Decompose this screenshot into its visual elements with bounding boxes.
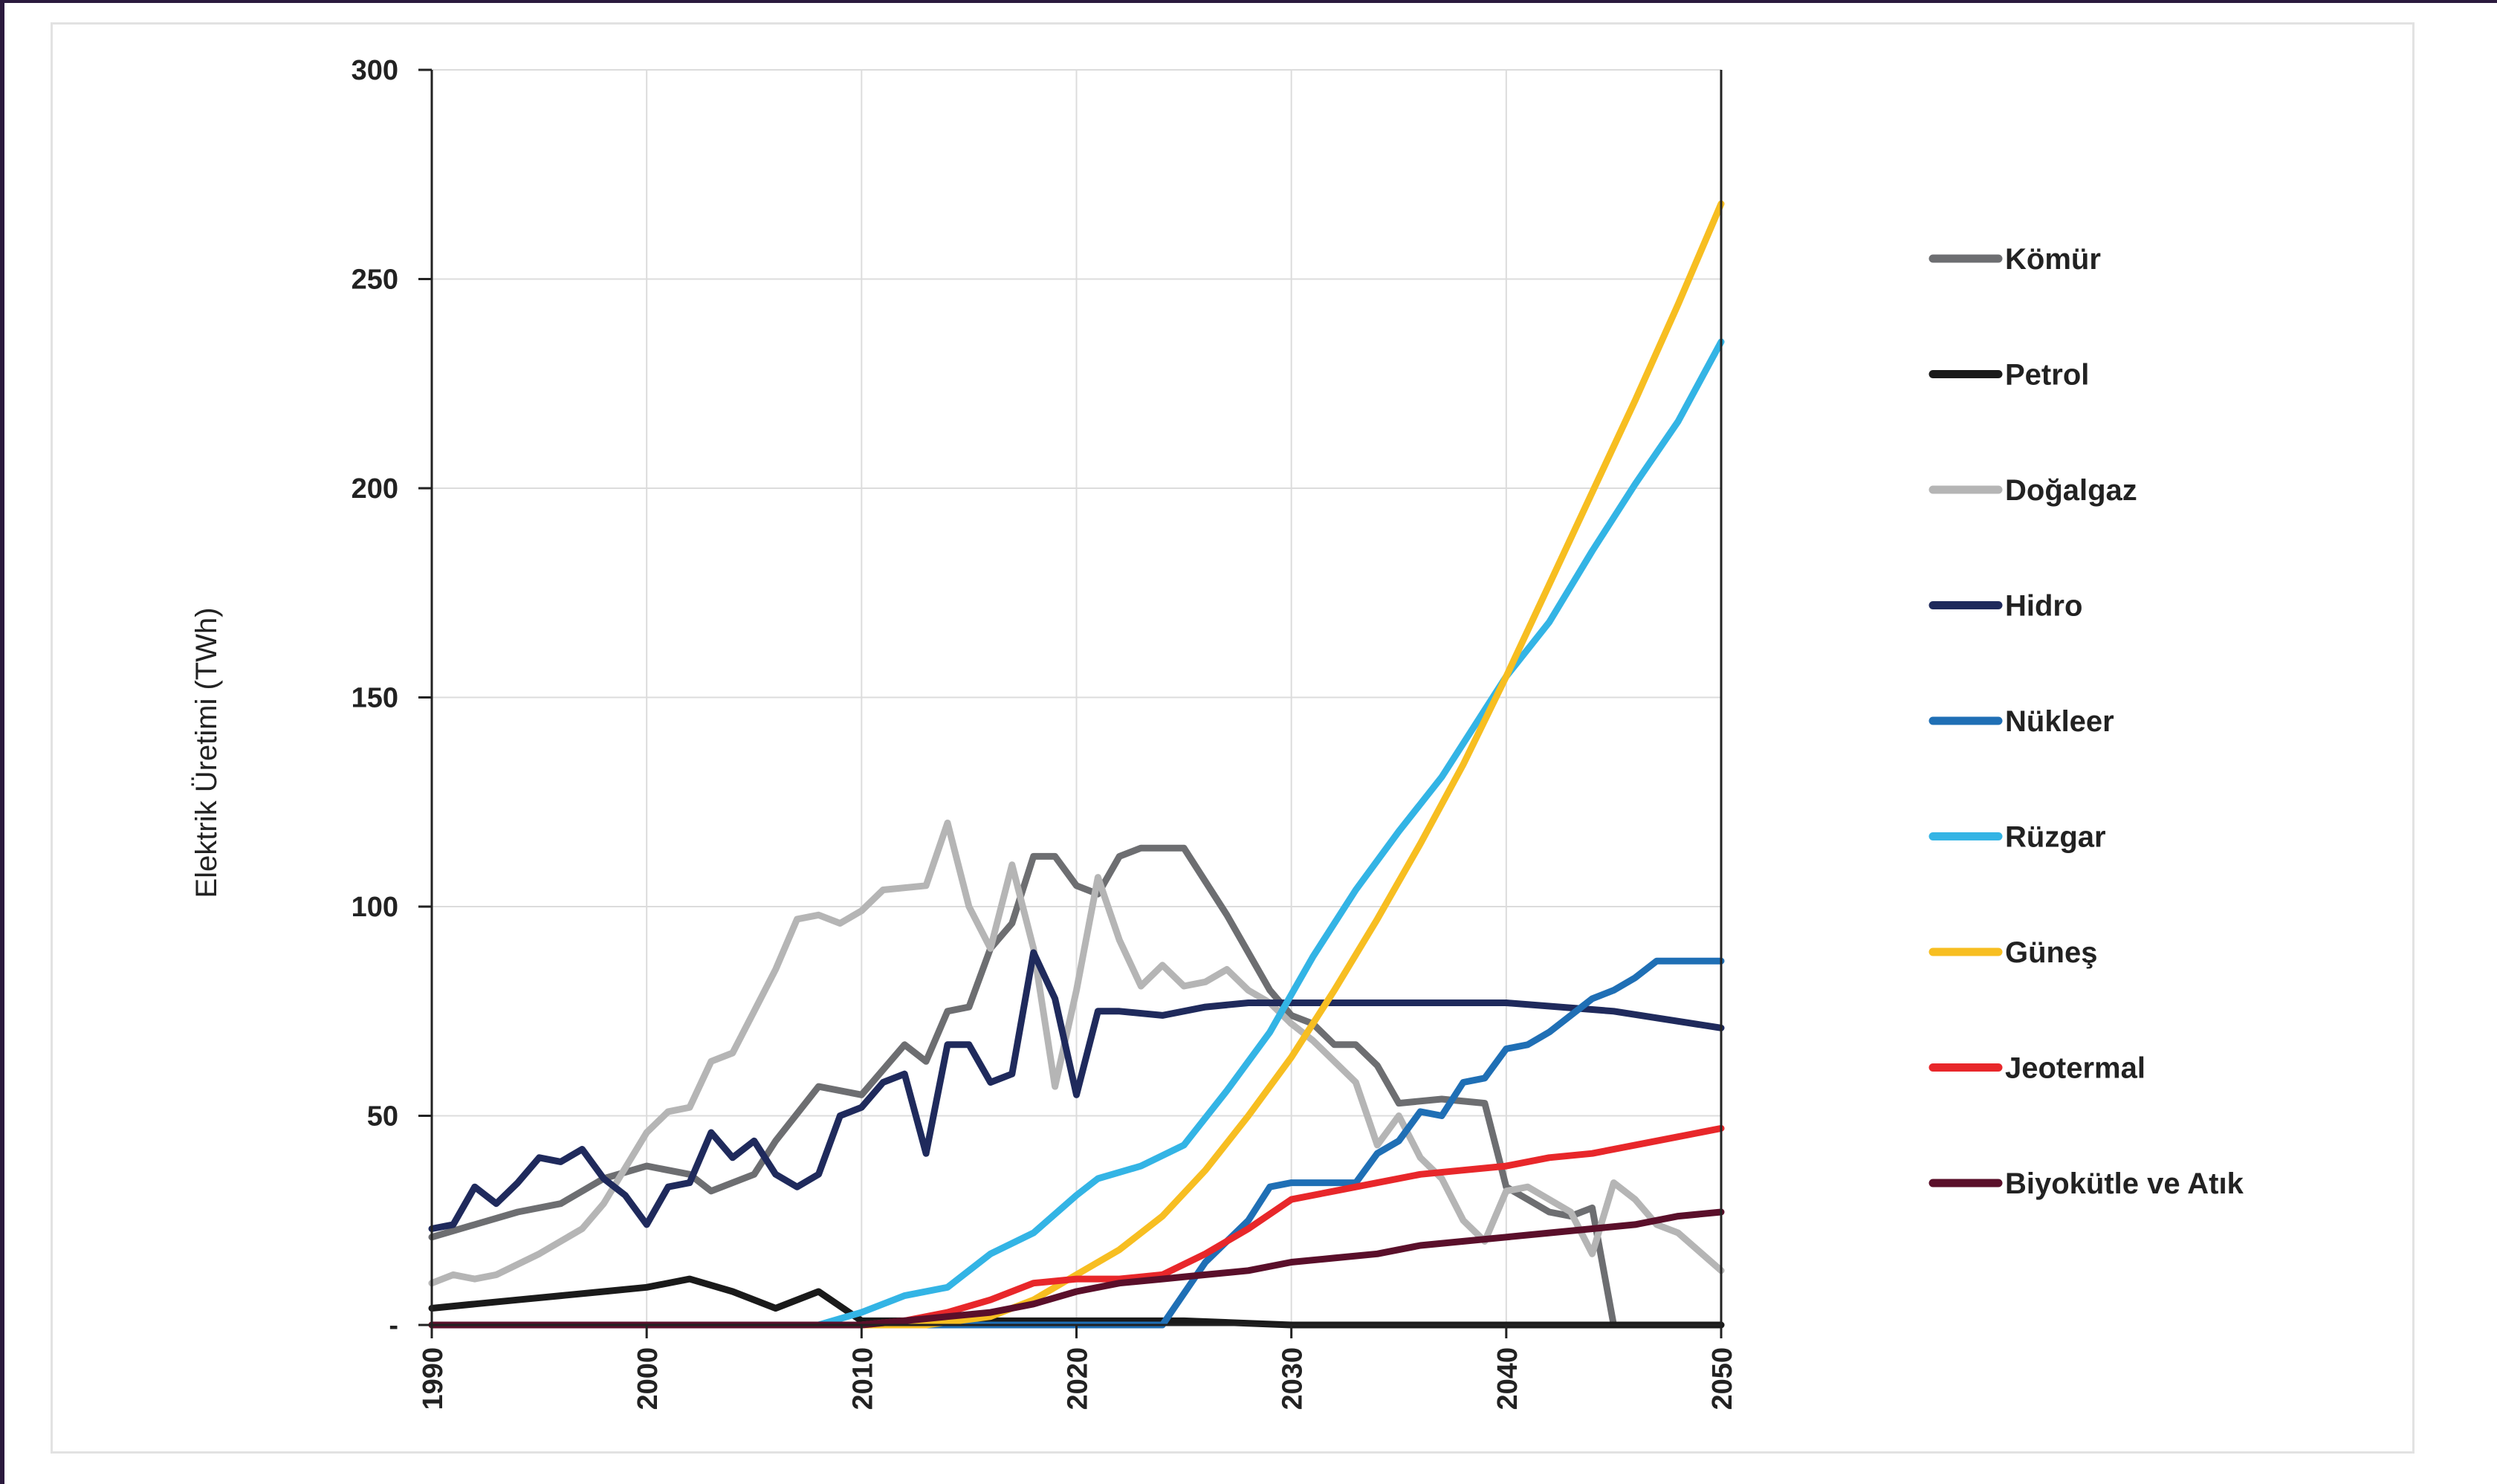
tick-labels: - 50 100 150 200 250 300 1990 2000 2010 2020 2030 20… [352,55,1738,1410]
y-axis-label: Elektrik Üretimi (TWh) [190,607,223,898]
y-tick-label-100: 100 [352,892,398,923]
legend: Kömür Petrol Doğalgaz Hidro Nükleer Rüzgar Gün… [1928,243,2244,1200]
x-tick-label-2020: 2020 [1063,1347,1094,1410]
series-line-3 [428,949,1725,1232]
grid-lines [431,69,1722,1326]
legend-label-6: Güneş [2005,936,2097,969]
line-chart: - 50 100 150 200 250 300 1990 2000 2010 2020 2030 20… [190,55,2244,1410]
series-line-1 [428,1275,1725,1329]
chart-panel: - 50 100 150 200 250 300 1990 2000 2010 2020 2030 20… [51,22,2415,1454]
legend-label-1: Petrol [2005,359,2089,392]
x-tick-label-1990: 1990 [418,1347,449,1410]
legend-label-5: Rüzgar [2005,821,2106,854]
y-tick-label-200: 200 [352,473,398,505]
y-tick-label-150: 150 [352,683,398,714]
series-line-8 [428,1208,1725,1329]
x-tick-label-2010: 2010 [847,1347,878,1410]
x-tick-label-2030: 2030 [1277,1347,1309,1410]
series-line-5 [428,338,1725,1329]
series-line-2 [428,819,1725,1287]
x-tick-label-2000: 2000 [632,1347,664,1410]
legend-label-3: Hidro [2005,590,2082,623]
series-line-7 [428,1124,1725,1329]
series-line-6 [428,200,1725,1329]
page-background: - 50 100 150 200 250 300 1990 2000 2010 2020 2030 20… [4,3,2497,1484]
legend-label-8: Biyokütle ve Atık [2005,1167,2244,1200]
y-tick-label-250: 250 [352,265,398,296]
series-line-4 [428,957,1725,1329]
legend-label-4: Nükleer [2005,705,2114,738]
legend-label-7: Jeotermal [2005,1052,2145,1085]
series-lines [428,200,1725,1329]
x-tick-label-2040: 2040 [1492,1347,1523,1410]
y-tick-label-0: - [389,1310,398,1341]
legend-label-2: Doğalgaz [2005,474,2137,507]
y-tick-label-300: 300 [352,55,398,86]
legend-label-0: Kömür [2005,243,2101,276]
y-tick-label-50: 50 [367,1101,398,1133]
x-tick-label-2050: 2050 [1707,1347,1738,1410]
series-line-0 [428,844,1725,1329]
